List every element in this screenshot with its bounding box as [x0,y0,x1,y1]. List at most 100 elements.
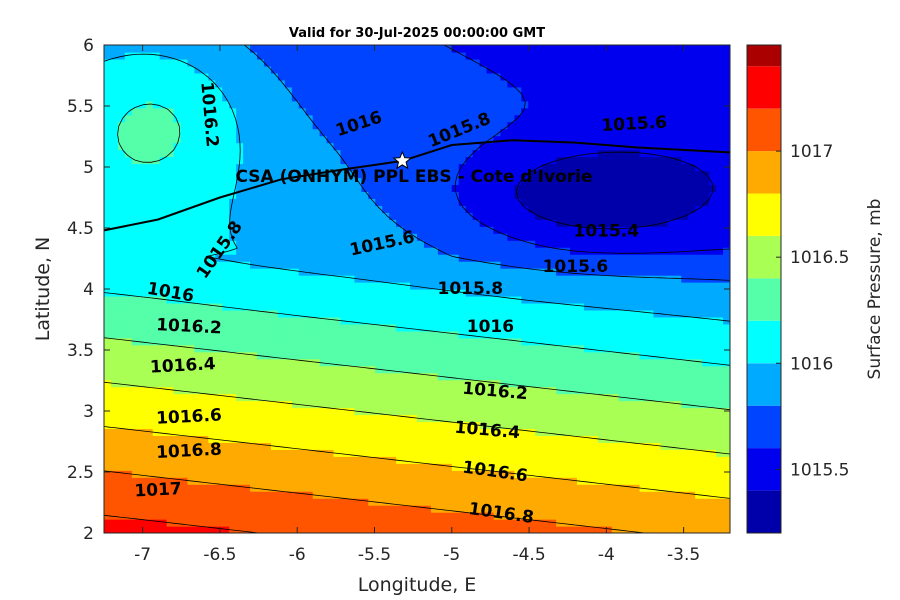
field-cell [521,156,529,165]
field-cell [444,477,453,485]
field-cell [215,170,223,179]
field-cell [284,219,293,227]
field-cell [458,170,467,179]
field-cell [451,428,460,436]
field-cell [403,414,411,423]
field-cell [117,309,126,318]
field-cell [110,442,119,450]
field-cell [368,93,376,102]
field-cell [173,184,182,192]
field-cell [430,100,439,109]
field-cell [243,100,251,109]
field-cell [145,491,154,499]
field-cell [583,456,592,464]
field-cell [347,86,355,95]
field-cell [145,351,154,360]
field-cell [201,240,209,248]
field-cell [583,261,592,269]
field-cell [131,526,140,533]
field-cell [354,414,362,423]
field-cell [124,114,133,123]
field-cell [563,177,571,186]
field-cell [152,170,161,179]
field-cell [514,198,522,206]
field-cell [549,463,557,471]
field-cell [284,512,293,520]
field-cell [549,449,557,457]
field-cell [319,386,328,395]
field-cell [354,45,362,53]
field-cell [437,226,446,234]
field-cell [486,93,495,102]
field-cell [444,421,453,430]
field-cell [396,505,404,513]
field-cell [319,233,328,241]
field-cell [382,65,390,74]
field-cell [368,393,376,402]
field-cell [472,100,481,109]
field-cell [354,254,362,262]
field-cell [180,491,189,499]
field-cell [326,428,335,436]
field-cell [570,484,578,492]
field-cell [243,72,251,81]
field-cell [166,393,175,402]
field-cell [403,393,411,402]
field-cell [312,449,321,457]
field-cell [556,282,564,290]
field-cell [417,100,425,109]
field-cell [417,372,425,381]
field-cell [403,295,411,304]
field-cell [389,400,397,409]
field-cell [396,428,404,436]
field-cell [194,491,202,499]
field-cell [451,358,460,367]
field-cell [229,233,237,241]
field-cell [166,484,175,492]
field-cell [368,247,376,255]
field-cell [187,261,196,269]
field-cell [243,477,251,485]
field-cell [340,498,349,506]
field-cell [180,191,189,199]
field-cell [417,358,425,367]
field-cell [263,254,272,262]
field-cell [263,337,272,346]
field-cell [166,470,175,478]
field-cell [319,121,328,130]
field-cell [430,254,439,262]
field-cell [472,65,481,74]
field-cell [340,372,349,381]
field-cell [521,184,529,192]
field-cell [556,142,564,151]
field-cell [583,400,592,409]
field-cell [507,268,515,276]
field-cell [319,337,328,346]
field-cell [542,86,550,95]
field-cell [159,170,168,179]
field-cell [319,449,328,457]
field-cell [236,463,244,471]
field-cell [222,240,230,248]
field-cell [326,379,335,388]
field-cell [576,442,585,450]
field-cell [472,505,481,513]
field-cell [124,268,133,276]
field-cell [389,205,397,213]
field-cell [222,198,230,206]
field-cell [583,114,592,123]
field-cell [535,309,543,318]
field-cell [277,456,286,464]
field-cell [326,100,335,109]
field-cell [194,247,202,255]
field-cell [194,358,202,367]
field-cell [159,400,168,409]
field-cell [173,295,182,304]
field-cell [229,393,237,402]
field-cell [180,526,189,533]
field-cell [257,170,265,179]
field-cell [556,393,564,402]
field-cell [361,414,369,423]
field-cell [570,135,578,144]
field-cell [145,526,154,533]
